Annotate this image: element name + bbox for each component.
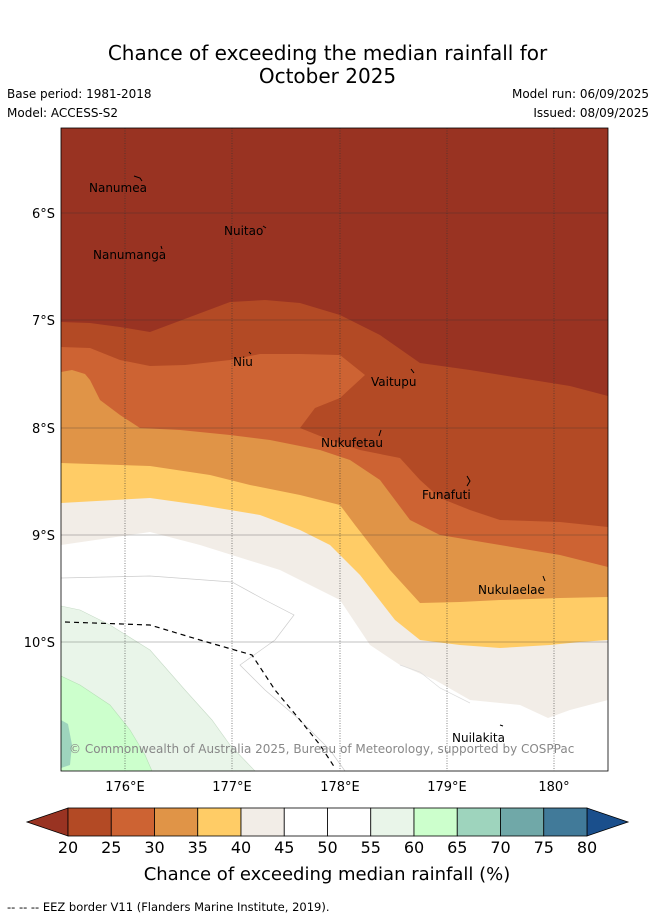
lat-label: 6°S [32,207,55,222]
lat-label: 10°S [24,636,55,651]
model-run: Model run: 06/09/2025 [511,87,649,101]
place-label: Nukufetau [321,436,383,450]
colorbar: 20 25 30 35 40 45 50 55 60 65 70 75 80 Chance of exc… [25,807,630,885]
place-label: Niu [233,355,253,369]
island-nanumea [133,175,143,182]
map-area: Nanumea Nuitao Nanumanga Niu Vaitupu Nuk… [61,128,608,771]
island-nanumanga [160,245,163,250]
latitude-gridlines [61,212,608,643]
lat-label: 7°S [32,314,55,329]
band-65-70 [61,720,72,768]
model-name: Model: ACCESS-S2 [7,106,119,120]
colorbar-tick-label: 35 [188,838,208,857]
colorbar-tick-label: 45 [274,838,294,857]
place-label: Vaitupu [371,375,417,389]
island-nukufetau [378,429,382,437]
place-label: Nanumanga [93,248,166,262]
island-nuilakita [499,724,504,727]
colorbar-tick-label: 25 [101,838,121,857]
colorbar-segment [240,807,285,837]
colorbar-over-arrow [586,807,630,837]
island-vaitupu [410,368,415,374]
island-nuitao [262,225,267,229]
band-below-20 [61,128,608,396]
latitude-labels: 6°S 7°S 8°S 9°S 10°S [24,207,55,651]
colorbar-tick-label: 20 [58,838,78,857]
colorbar-segment [110,807,155,837]
colorbar-tick-label: 55 [361,838,381,857]
longitude-labels: 176°E 177°E 178°E 179°E 180° [105,780,569,795]
contour-line [399,664,471,704]
island-niu [248,351,252,355]
colorbar-segment [283,807,328,837]
island-nukulaelae [542,575,546,582]
colorbar-tick-label: 70 [490,838,510,857]
island-funafuti [466,475,471,487]
place-label: Nuitao [224,224,263,238]
colorbar-segment [154,807,199,837]
islands [133,175,546,727]
place-label: Nukulaelae [478,583,545,597]
title-line-1: Chance of exceeding the median rainfall … [107,41,548,65]
place-labels: Nanumea Nuitao Nanumanga Niu Vaitupu Nuk… [89,181,545,745]
title-line-2: October 2025 [258,64,397,88]
band-60-65 [61,675,153,771]
lon-label: 178°E [320,780,360,795]
colorbar-label: Chance of exceeding median rainfall (%) [144,864,511,885]
colorbar-tick-label: 50 [317,838,337,857]
eez-border [64,621,336,769]
colorbar-segment [543,807,588,837]
colorbar-tick-label: 40 [231,838,251,857]
place-label: Funafuti [422,488,471,502]
colorbar-segment [197,807,242,837]
copyright-notice: © Commonwealth of Australia 2025, Bureau… [69,742,574,756]
contour-line [61,575,346,771]
lon-label: 179°E [427,780,467,795]
colorbar-segment [327,807,372,837]
colorbar-segment [456,807,501,837]
map-frame [60,127,609,772]
lon-label: 177°E [212,780,252,795]
colorbar-segment [500,807,545,837]
colorbar-tick-label: 65 [447,838,467,857]
place-label: Nuilakita [452,731,505,745]
colorbar-tick-label: 75 [534,838,554,857]
base-period: Base period: 1981-2018 [7,87,152,101]
lon-label: 176°E [105,780,145,795]
lat-label: 9°S [32,529,55,544]
lon-label: 180° [538,780,569,795]
colorbar-segment [413,807,458,837]
lat-label: 8°S [32,422,55,437]
colorbar-tick-label: 80 [577,838,597,857]
colorbar-under-arrow [25,807,69,837]
issued-date: Issued: 08/09/2025 [533,106,649,120]
colorbar-tick-label: 60 [404,838,424,857]
colorbar-segment [67,807,112,837]
footnote: -- -- -- EEZ border V11 (Flanders Marine… [7,900,330,914]
colorbar-segment [370,807,415,837]
longitude-gridlines [124,128,555,771]
place-label: Nanumea [89,181,147,195]
colorbar-tick-label: 30 [144,838,164,857]
